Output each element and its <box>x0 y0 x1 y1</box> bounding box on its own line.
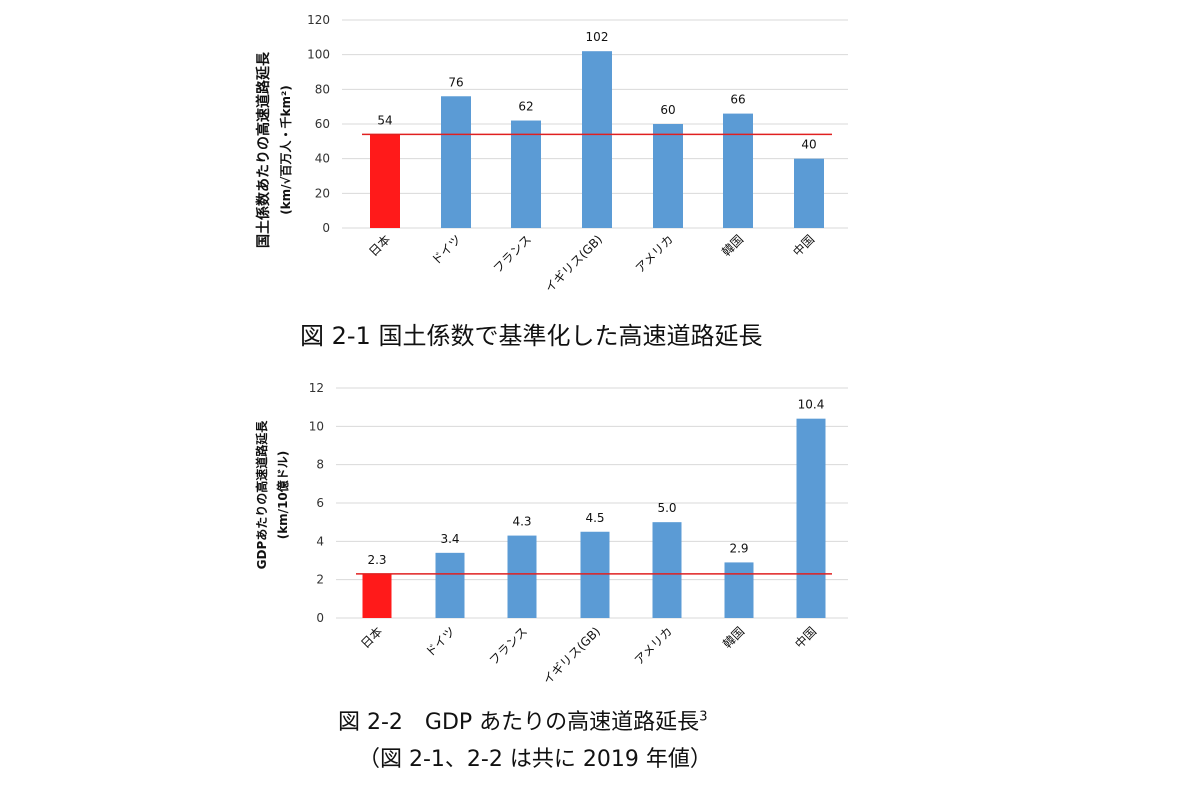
bar <box>435 552 465 618</box>
y-tick-label: 60 <box>315 117 330 131</box>
bar <box>370 134 400 228</box>
y-tick-label: 40 <box>315 152 330 166</box>
y-axis-unit: (km/10億ドル) <box>275 451 290 540</box>
bar <box>796 418 826 618</box>
y-tick-label: 6 <box>316 496 324 510</box>
data-label: 76 <box>448 75 463 89</box>
data-label: 66 <box>730 93 745 107</box>
year-note: （図 2-1、2-2 は共に 2019 年値） <box>358 741 712 773</box>
bar <box>724 562 754 618</box>
y-tick-label: 100 <box>307 48 330 62</box>
data-label: 54 <box>377 113 392 127</box>
bar <box>652 522 682 618</box>
bar <box>580 531 610 618</box>
y-tick-label: 2 <box>316 573 324 587</box>
chart-1: 0 20 40 60 80 100 120 54 76 62 102 60 66 40 日本 ドイツ フランスイ… <box>255 13 848 295</box>
data-label: 3.4 <box>440 532 459 546</box>
category-label: フランス <box>490 232 534 276</box>
category-label: 韓国 <box>719 232 746 259</box>
category-label: 日本 <box>366 232 393 259</box>
category-label: イギリス(GB) <box>542 232 605 295</box>
y-tick-label: 20 <box>315 186 330 200</box>
figure-2-1-caption: 図 2-1 国土係数で基準化した高速道路延長 <box>300 316 762 351</box>
bar <box>362 573 392 618</box>
data-label: 4.3 <box>512 515 531 529</box>
figure-2-1-caption-text: 図 2-1 国土係数で基準化した高速道路延長 <box>300 322 763 350</box>
category-label: 中国 <box>792 624 820 652</box>
y-tick-label: 0 <box>322 221 330 235</box>
y-tick-label: 120 <box>307 13 330 27</box>
y-axis-title: GDPあたりの高速道路延長 <box>254 420 269 570</box>
footnote-marker: 3 <box>699 709 708 725</box>
y-tick-label: 4 <box>316 534 324 548</box>
bar <box>507 535 537 618</box>
data-label: 60 <box>660 103 675 117</box>
category-label: 日本 <box>358 624 385 651</box>
category-label: アメリカ <box>632 624 675 667</box>
category-label: アメリカ <box>633 232 676 275</box>
figure-2-2-caption-text: 図 2-2 GDP あたりの高速道路延長 <box>338 710 700 735</box>
bar <box>794 158 824 228</box>
bar <box>723 113 753 228</box>
y-tick-label: 0 <box>316 611 324 625</box>
category-label: イギリス(GB) <box>540 624 603 687</box>
data-label: 2.3 <box>367 553 386 567</box>
data-label: 62 <box>518 100 533 114</box>
y-tick-label: 80 <box>315 82 330 96</box>
data-label: 2.9 <box>729 541 748 555</box>
data-label: 4.5 <box>585 511 604 525</box>
category-label: 中国 <box>790 232 818 260</box>
data-label: 40 <box>801 138 816 152</box>
y-tick-label: 12 <box>309 381 324 395</box>
y-tick-label: 8 <box>316 458 324 472</box>
figure-2-2-caption: 図 2-2 GDP あたりの高速道路延長3 <box>338 704 707 736</box>
chart-2: 0 2 4 6 8 10 12 2.3 3.4 4.3 4.5 5.0 2.9 10.4 日本 ドイツ フランス… <box>254 381 848 687</box>
category-label: ドイツ <box>423 624 458 659</box>
bar <box>582 51 612 229</box>
data-label: 10.4 <box>798 398 825 412</box>
bar <box>511 120 541 228</box>
year-note-text: （図 2-1、2-2 は共に 2019 年値） <box>358 747 712 772</box>
y-tick-label: 10 <box>309 419 324 433</box>
data-label: 5.0 <box>657 501 676 515</box>
category-label: 韓国 <box>720 624 747 651</box>
y-axis-title: 国土係数あたりの高速道路延長 <box>255 51 272 248</box>
bar <box>441 96 471 229</box>
category-label: フランス <box>486 624 530 668</box>
category-label: ドイツ <box>429 232 464 267</box>
y-axis-unit: (km/√百万人・千km²) <box>278 85 293 215</box>
data-label: 102 <box>586 30 609 44</box>
bar <box>653 124 683 228</box>
